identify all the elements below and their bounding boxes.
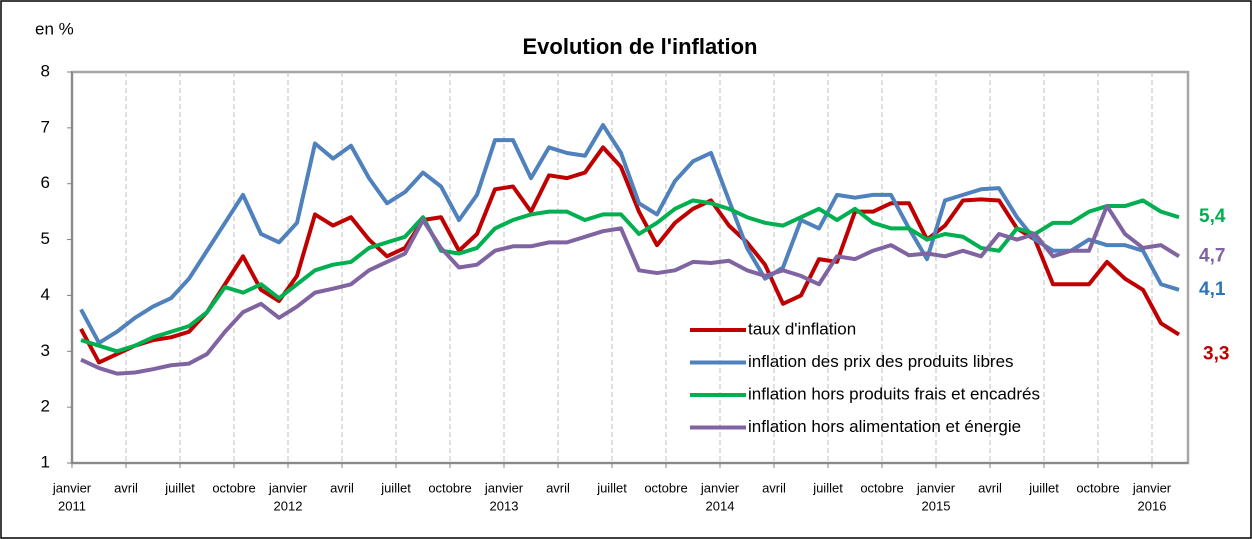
x-tick-label: octobre: [644, 480, 687, 495]
y-tick-label: 3: [41, 341, 50, 360]
end-label: 3,3: [1203, 344, 1229, 365]
x-tick-label: avril: [114, 480, 138, 495]
x-tick-label: janvier: [52, 480, 92, 495]
y-tick-label: 7: [41, 117, 50, 136]
x-tick-label: juillet: [380, 480, 411, 495]
x-tick-label: octobre: [1076, 480, 1119, 495]
end-label: 5,4: [1199, 206, 1226, 227]
end-label: 4,7: [1199, 245, 1225, 266]
legend-label: inflation des prix des produits libres: [748, 352, 1014, 371]
x-tick-label: janvier: [268, 480, 308, 495]
y-tick-label: 5: [41, 229, 50, 248]
series-line: [79, 123, 1180, 345]
x-tick-label: avril: [546, 480, 570, 495]
x-tick-label: octobre: [428, 480, 471, 495]
x-tick-label: juillet: [812, 480, 843, 495]
x-tick-label: avril: [762, 480, 786, 495]
x-year-label: 2014: [706, 498, 735, 513]
y-tick-label: 2: [41, 397, 50, 416]
series-line: [80, 198, 1180, 354]
series-line: [79, 145, 1181, 365]
chart-title: Evolution de l'inflation: [523, 34, 758, 59]
x-tick-label: octobre: [860, 480, 903, 495]
legend-label: inflation hors produits frais et encadré…: [748, 384, 1040, 403]
legend-label: taux d'inflation: [748, 319, 856, 338]
end-label: 4,1: [1199, 279, 1226, 300]
y-tick-label: 4: [41, 285, 50, 304]
y-tick-label: 1: [41, 452, 50, 471]
x-tick-label: janvier: [484, 480, 524, 495]
x-year-label: 2012: [274, 498, 303, 513]
x-tick-label: janvier: [700, 480, 740, 495]
x-year-label: 2015: [922, 498, 951, 513]
x-year-label: 2013: [490, 498, 519, 513]
series-line: [80, 204, 1181, 376]
x-tick-label: avril: [330, 480, 354, 495]
y-tick-label: 6: [41, 173, 50, 192]
y-tick-label: 8: [41, 61, 50, 80]
x-year-label: 2011: [58, 498, 86, 513]
x-year-label: 2016: [1138, 498, 1167, 513]
x-tick-label: octobre: [212, 480, 255, 495]
x-tick-label: avril: [978, 480, 1002, 495]
x-tick-label: juillet: [596, 480, 627, 495]
x-tick-label: juillet: [164, 480, 195, 495]
legend-label: inflation hors alimentation et énergie: [748, 417, 1021, 436]
x-tick-label: janvier: [916, 480, 956, 495]
x-tick-label: janvier: [1132, 480, 1172, 495]
y-axis-label: en %: [35, 19, 74, 38]
x-tick-label: juillet: [1028, 480, 1059, 495]
